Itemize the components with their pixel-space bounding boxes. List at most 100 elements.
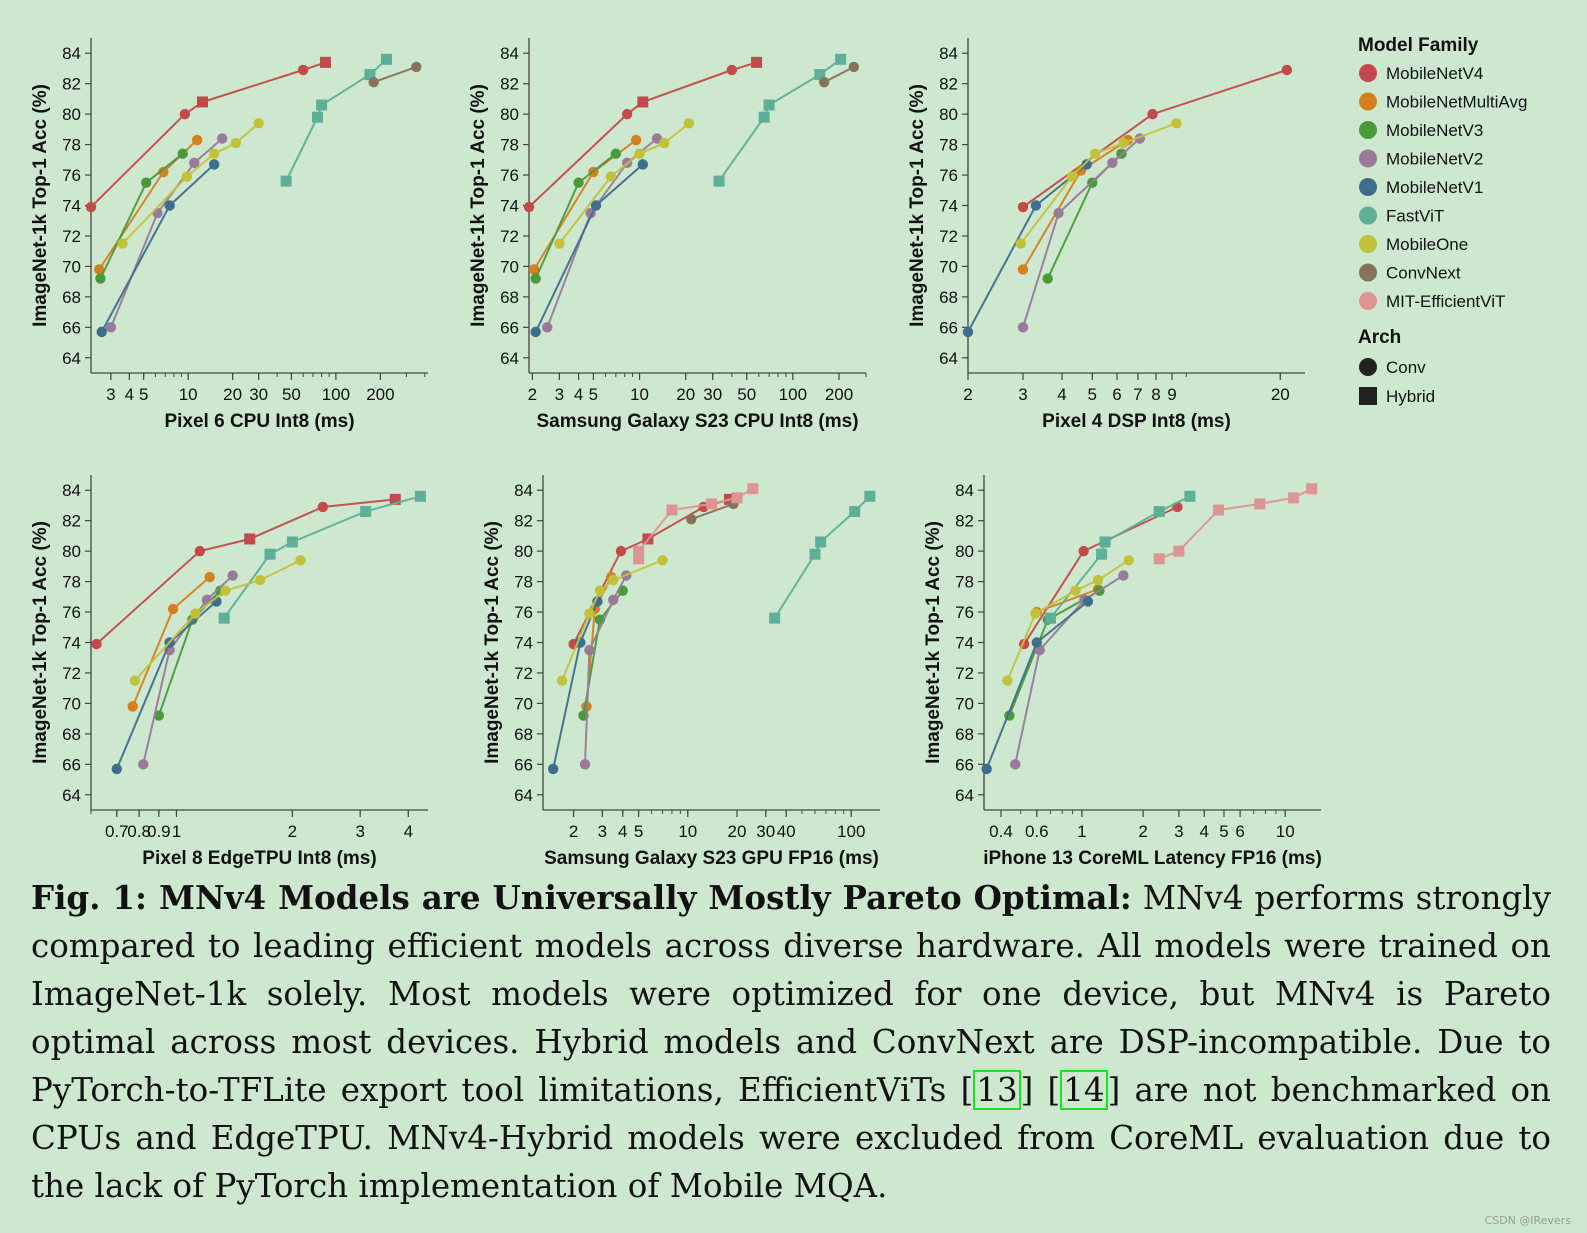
x-tick-label: 100 — [837, 822, 865, 841]
chart-panel-4: 64 66 68 70 72 74 76 78 80 82 84 0.70.80.9 1 2 3 4 Pixel… — [30, 475, 428, 869]
y-tick-label: 70 — [62, 257, 81, 276]
chart-panel-1: 64 66 68 70 72 74 76 78 80 82 84 3 4 5 10 20 30 50 100 200 P… — [30, 38, 428, 432]
legend-marker — [1359, 64, 1377, 82]
series-fastvit — [280, 53, 393, 187]
x-tick-label: 3 — [1174, 822, 1183, 841]
data-point-conv — [615, 545, 627, 557]
series-mobilenetv4 — [1017, 64, 1293, 213]
data-point-conv — [848, 61, 860, 73]
data-point-conv — [1118, 137, 1129, 149]
series-line — [1006, 559, 1130, 681]
y-tick-label: 70 — [955, 694, 974, 713]
y-tick-label: 76 — [514, 603, 533, 622]
x-tick-label: 6 — [1112, 385, 1121, 404]
data-point-conv — [657, 555, 668, 566]
data-point-conv — [117, 238, 128, 249]
data-point-conv — [556, 675, 568, 686]
y-tick-label: 64 — [939, 349, 958, 368]
x-tick-label: 3 — [355, 822, 364, 841]
y-tick-label: 72 — [939, 227, 958, 246]
data-point-conv — [683, 118, 695, 129]
y-tick-label: 78 — [955, 573, 974, 592]
data-point-conv — [530, 273, 541, 284]
y-tick-label: 76 — [939, 166, 958, 185]
data-point-conv — [140, 177, 152, 188]
data-point-hybrid — [747, 483, 759, 495]
citation-link-13[interactable]: 13 — [973, 1070, 1021, 1110]
data-point-conv — [608, 594, 619, 606]
figure-caption: Fig. 1: MNv4 Models are Universally Most… — [31, 874, 1551, 1210]
x-tick-label: 4 — [404, 822, 413, 841]
series-line — [373, 65, 417, 84]
y-tick-label: 84 — [514, 481, 533, 500]
data-point-conv — [1082, 596, 1094, 607]
x-axis-title: Samsung Galaxy S23 CPU Int8 (ms) — [536, 411, 858, 432]
series-fastvit — [713, 53, 847, 187]
legend-item-mobilenetv4: MobileNetV4 — [1386, 64, 1483, 83]
data-point-hybrid — [1184, 490, 1196, 502]
data-point-hybrid — [1173, 545, 1185, 557]
y-tick-label: 82 — [955, 512, 974, 531]
data-point-hybrid — [1306, 483, 1318, 495]
x-tick-label: 30 — [249, 385, 268, 404]
data-point-conv — [637, 159, 649, 170]
series-convnext — [818, 61, 860, 88]
x-tick-label: 8 — [1151, 385, 1160, 404]
series-line — [823, 66, 855, 84]
legend-item-fastvit: FastViT — [1386, 207, 1444, 226]
chart-panel-5: 64 66 68 70 72 74 76 78 80 82 84 2 3 4 5 10 20 30 40 100 Sam… — [482, 475, 880, 869]
legend-circle-marker — [1359, 358, 1377, 376]
series-line — [134, 559, 301, 682]
x-tick-label: 50 — [737, 385, 756, 404]
y-tick-label: 78 — [939, 136, 958, 155]
data-point-conv — [1118, 570, 1129, 581]
x-tick-label: 20 — [728, 822, 747, 841]
y-tick-label: 76 — [500, 166, 519, 185]
x-tick-label: 20 — [1271, 385, 1290, 404]
x-tick-label: 5 — [1219, 822, 1228, 841]
y-tick-label: 72 — [500, 227, 519, 246]
data-point-conv — [153, 710, 165, 721]
data-point-hybrid — [713, 175, 725, 187]
data-point-conv — [1030, 200, 1042, 211]
data-point-conv — [85, 201, 97, 213]
y-tick-label: 64 — [62, 786, 81, 805]
x-tick-label: 4 — [618, 822, 627, 841]
y-tick-label: 70 — [62, 694, 81, 713]
series-mobilenetv3 — [530, 148, 622, 284]
x-tick-label: 3 — [555, 385, 564, 404]
y-tick-label: 66 — [62, 318, 81, 337]
x-tick-label: 2 — [288, 822, 297, 841]
series-line — [1019, 122, 1177, 245]
data-point-conv — [590, 200, 602, 211]
data-point-conv — [1078, 545, 1089, 557]
y-tick-label: 68 — [500, 288, 519, 307]
y-tick-label: 80 — [514, 542, 533, 561]
series-mit-efficientvit — [633, 483, 759, 565]
citation-link-14[interactable]: 14 — [1060, 1070, 1108, 1110]
y-tick-label: 70 — [939, 257, 958, 276]
y-tick-label: 66 — [500, 318, 519, 337]
data-point-hybrid — [389, 493, 401, 505]
y-tick-label: 84 — [939, 44, 958, 63]
y-tick-label: 66 — [955, 755, 974, 774]
data-point-hybrid — [1213, 504, 1225, 516]
series-line — [1008, 589, 1100, 716]
series-line — [1014, 574, 1124, 765]
data-point-hybrid — [763, 99, 775, 111]
y-axis-title: ImageNet-1k Top-1 Acc (%) — [468, 84, 489, 327]
x-tick-label: 5 — [1088, 385, 1097, 404]
data-point-conv — [608, 574, 619, 586]
data-point-conv — [630, 134, 642, 146]
data-point-conv — [1123, 555, 1134, 566]
data-point-conv — [230, 137, 241, 149]
y-axis-title: ImageNet-1k Top-1 Acc (%) — [30, 521, 51, 764]
series-line — [1036, 588, 1099, 613]
data-point-hybrid — [1153, 506, 1165, 518]
y-tick-label: 78 — [514, 573, 533, 592]
x-axis-title: Samsung Galaxy S23 GPU FP16 (ms) — [544, 848, 879, 869]
x-tick-label: 4 — [574, 385, 583, 404]
data-point-hybrid — [360, 506, 372, 518]
